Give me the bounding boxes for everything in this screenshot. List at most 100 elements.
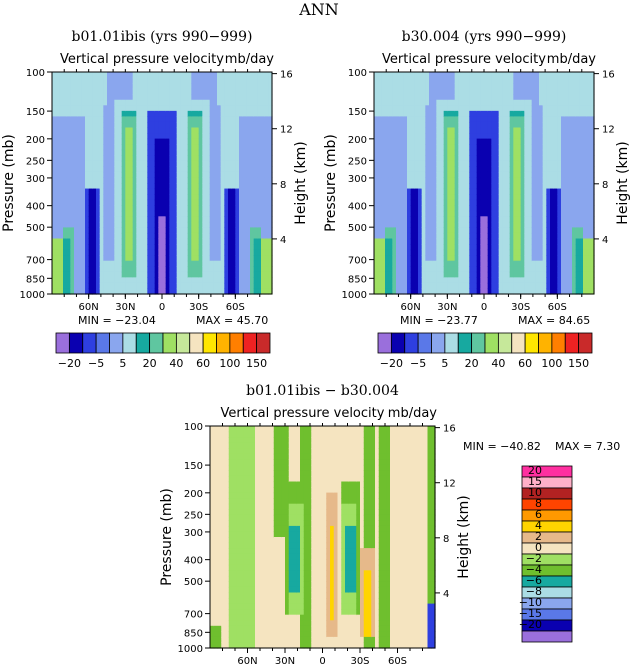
contour-cell	[484, 249, 489, 256]
contour-cell	[242, 171, 247, 179]
contour-cell	[531, 105, 536, 112]
contour-cell	[136, 205, 141, 212]
contour-cell	[561, 205, 566, 212]
contour-cell	[476, 216, 481, 223]
contour-cell	[407, 88, 412, 95]
contour-cell	[191, 227, 196, 234]
contour-cell	[517, 116, 522, 123]
contour-cell	[509, 271, 514, 278]
contour-cell	[231, 194, 236, 201]
contour-cell	[52, 238, 57, 245]
contour-cell	[151, 288, 156, 295]
contour-cell	[176, 121, 181, 129]
contour-cell	[425, 99, 430, 106]
contour-cell	[469, 227, 474, 234]
contour-cell	[63, 160, 68, 167]
contour-cell	[465, 249, 470, 256]
contour-cell	[410, 227, 415, 234]
contour-cell	[425, 271, 430, 278]
contour-cell	[140, 227, 145, 234]
contour-cell	[498, 177, 503, 184]
contour-cell	[524, 266, 529, 273]
contour-cell	[480, 288, 485, 295]
contour-cell	[469, 99, 474, 106]
contour-cell	[396, 171, 401, 179]
contour-cell	[52, 177, 57, 184]
contour-cell	[202, 205, 207, 212]
contour-cell	[476, 83, 481, 90]
contour-cell	[242, 216, 247, 223]
contour-cell	[407, 149, 412, 156]
contour-cell	[513, 188, 518, 195]
contour-cell	[531, 144, 536, 151]
contour-cell	[103, 183, 108, 190]
contour-cell	[568, 194, 573, 201]
contour-cell	[224, 216, 229, 223]
contour-cell	[92, 166, 97, 173]
contour-cell	[103, 149, 108, 156]
contour-cell	[136, 216, 141, 223]
figure-title: ANN	[298, 0, 339, 19]
contour-cell	[491, 183, 496, 190]
contour-cell	[451, 177, 456, 184]
contour-cell	[469, 138, 474, 145]
contour-cell	[151, 144, 156, 151]
contour-cell	[52, 227, 57, 234]
contour-cell	[447, 288, 452, 295]
contour-cell	[220, 88, 225, 95]
contour-cell	[140, 244, 145, 251]
contour-cell	[557, 199, 562, 206]
contour-cell	[388, 116, 393, 123]
contour-cell	[407, 99, 412, 106]
contour-cell	[118, 238, 123, 245]
contour-cell	[487, 260, 492, 267]
contour-cell	[250, 144, 255, 151]
contour-cell	[517, 133, 522, 140]
contour-cell	[403, 255, 408, 262]
contour-cell	[388, 110, 393, 117]
contour-cell	[392, 171, 397, 179]
contour-cell	[74, 232, 79, 240]
contour-cell	[261, 227, 266, 234]
contour-cell	[103, 116, 108, 123]
contour-cell	[198, 177, 203, 184]
contour-cell	[495, 227, 500, 234]
contour-cell	[173, 171, 178, 179]
contour-cell	[469, 77, 474, 84]
contour-cell	[125, 288, 130, 295]
contour-cell	[140, 133, 145, 140]
contour-cell	[407, 255, 412, 262]
panel-title: b01.01ibis − b30.004	[246, 383, 399, 399]
contour-cell	[176, 116, 181, 123]
contour-cell	[250, 194, 255, 201]
contour-cell	[268, 188, 273, 195]
contour-cell	[66, 77, 71, 84]
contour-cell	[210, 575, 215, 582]
contour-cell	[81, 144, 86, 151]
contour-cell	[59, 138, 64, 145]
contour-cell	[77, 149, 82, 156]
contour-cell	[528, 121, 533, 129]
contour-cell	[165, 155, 170, 162]
contour-cell	[136, 94, 141, 101]
contour-cell	[572, 260, 577, 267]
contour-cell	[191, 210, 196, 217]
contour-cell	[198, 94, 203, 101]
contour-cell	[154, 199, 159, 206]
contour-cell	[147, 199, 152, 206]
contour-cell	[517, 205, 522, 212]
contour-cell	[564, 260, 569, 267]
contour-cell	[129, 166, 134, 173]
contour-cell	[202, 121, 207, 129]
contour-cell	[535, 160, 540, 167]
contour-cell	[568, 77, 573, 84]
contour-cell	[158, 183, 163, 190]
contour-cell	[136, 249, 141, 256]
contour-cell	[118, 121, 123, 129]
contour-cell	[561, 232, 566, 240]
contour-cell	[480, 99, 485, 106]
contour-cell	[88, 110, 93, 117]
contour-cell	[473, 77, 478, 84]
contour-cell	[52, 105, 57, 112]
contour-cell	[209, 88, 214, 95]
